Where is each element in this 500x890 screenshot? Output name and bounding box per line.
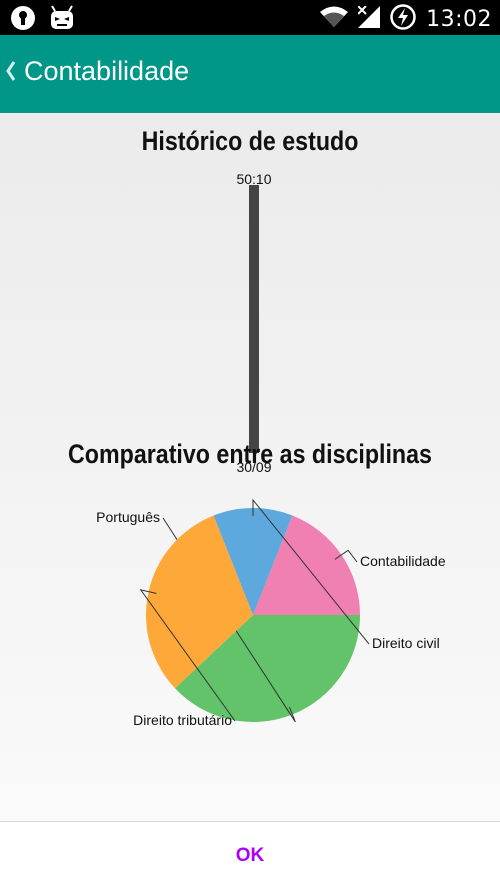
pie-slice: [213, 508, 293, 615]
x-tick-label: 30/09: [236, 459, 271, 475]
pie-slice-label: Direito tributário: [133, 712, 232, 728]
pie-leader-line: [252, 498, 370, 645]
status-bar: 13:02: [0, 0, 500, 35]
page-title[interactable]: Contabilidade: [24, 56, 190, 86]
history-chart-title: Histórico de estudo: [141, 126, 359, 156]
comparison-chart-title: Comparativo entre as disciplinas: [68, 439, 432, 469]
content-area: Histórico de estudo 50:10 30/09 Comparati…: [0, 113, 500, 821]
pie-slice-label: Português: [96, 509, 160, 525]
keyhole-icon: [10, 5, 36, 36]
pie-leader-line: [139, 589, 236, 722]
comparison-pie-chart: Contabilidade Português Direito tributário…: [96, 498, 446, 728]
chevron-left-icon[interactable]: [4, 59, 18, 88]
app-bar: Contabilidade: [0, 35, 500, 113]
bar: [249, 185, 259, 453]
pie-slice: [253, 515, 360, 615]
wifi-icon: [320, 6, 349, 33]
pie-slice: [145, 515, 253, 689]
bar-value-label: 50:10: [236, 171, 271, 187]
dialog-footer: OK: [0, 821, 500, 890]
pie-slice-label: Direito civil: [372, 635, 440, 651]
status-time: 13:02: [426, 7, 492, 32]
ok-button[interactable]: OK: [235, 845, 265, 866]
pie-slice-label: Contabilidade: [360, 553, 446, 569]
pie-leader-line: [334, 549, 358, 563]
signal-icon: [357, 5, 381, 33]
history-bar-chart: 50:10 30/09: [236, 171, 271, 475]
robot-icon: [48, 5, 76, 36]
battery-charging-icon: [390, 4, 416, 35]
pie-slice: [175, 615, 360, 722]
